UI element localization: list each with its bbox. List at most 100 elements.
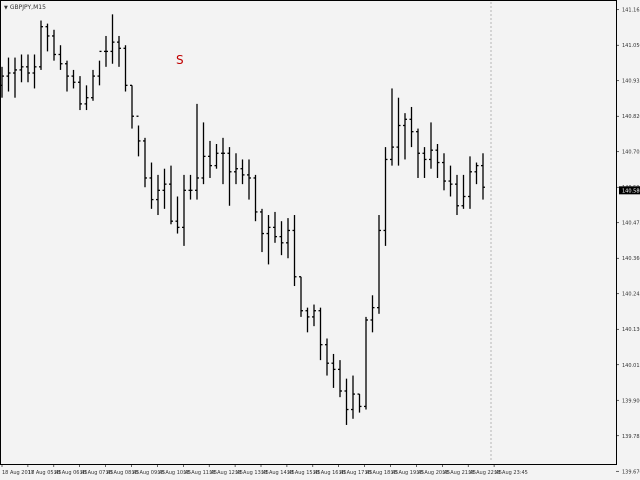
ohlc-bar (253, 174, 258, 222)
time-tick-label: 18 Aug 14:45 (261, 470, 295, 476)
price-tick-label: 140.015 (622, 363, 640, 369)
price-tick-label: 139.785 (622, 434, 640, 440)
ohlc-bar (0, 66, 4, 98)
time-tick-label: 18 Aug 08:45 (106, 470, 140, 476)
time-tick-label: 18 Aug 12:45 (209, 470, 243, 476)
ohlc-bar (377, 215, 381, 314)
ohlc-bar (32, 54, 37, 89)
time-tick-label: 18 Aug 11:45 (183, 470, 217, 476)
plot-frame (0, 0, 617, 465)
symbol-label: ▼ GBPJPY,M15 (4, 4, 46, 12)
price-tick-label: 140.130 (622, 327, 640, 333)
time-tick-label: 18 Aug 06:45 (54, 470, 88, 476)
current-price-marker: 140.580 (619, 186, 640, 195)
ohlc-bar (143, 137, 147, 188)
ohlc-bar (52, 29, 56, 61)
ohlc-bar (468, 156, 472, 209)
ohlc-bar (351, 375, 355, 419)
ohlc-bar (110, 14, 115, 64)
ohlc-bars (0, 14, 485, 425)
ohlc-bar (383, 147, 388, 246)
ohlc-bar (208, 140, 212, 178)
ohlc-bar (448, 165, 453, 197)
symbol-text: GBPJPY,M15 (9, 4, 46, 11)
ohlc-bar (175, 196, 180, 234)
price-tick-label: 140.705 (622, 150, 640, 156)
ohlc-bar (266, 215, 271, 265)
ohlc-bar (45, 23, 50, 52)
ohlc-bar (71, 69, 76, 89)
time-tick-label: 18 Aug 07:45 (80, 470, 114, 476)
ohlc-bar (357, 393, 362, 413)
time-tick-label: 18 Aug 22:45 (468, 470, 502, 476)
ohlc-bar (13, 57, 17, 98)
ohlc-bar (123, 45, 128, 92)
ohlc-bar (188, 174, 193, 200)
ohlc-bar (455, 174, 459, 216)
current-price-label: 140.580 (622, 188, 640, 194)
ohlc-bar (214, 144, 219, 169)
ohlc-bar (481, 153, 485, 200)
ohlc-bar (6, 57, 11, 92)
dropdown-triangle-icon[interactable]: ▼ (4, 5, 8, 11)
ohlc-bar (442, 153, 446, 191)
time-tick-label: 18 Aug 15:45 (287, 470, 321, 476)
time-tick-label: 18 Aug 16:45 (313, 470, 347, 476)
ohlc-bar (403, 113, 407, 160)
ohlc-bar (370, 295, 375, 333)
time-tick-label: 18 Aug 18:45 (365, 470, 399, 476)
ohlc-bar (240, 159, 245, 185)
ohlc-bar (409, 106, 414, 148)
ohlc-bar (286, 218, 290, 259)
ohlc-bar (169, 165, 173, 225)
time-tick-label: 18 Aug 2017 (2, 470, 34, 476)
ohlc-bar (182, 174, 186, 246)
ohlc-bar (416, 128, 420, 178)
ohlc-bar (130, 84, 134, 129)
price-tick-label: 140.935 (622, 79, 640, 85)
signal-label: S (176, 53, 184, 67)
ohlc-bar (260, 208, 264, 253)
ohlc-bar (273, 211, 277, 243)
price-tick-label: 139.900 (622, 398, 640, 404)
current-price-box (619, 186, 640, 195)
ohlc-bar (26, 54, 30, 83)
price-tick-label: 139.670 (622, 469, 640, 475)
ohlc-bar (461, 174, 466, 209)
ohlc-bar (65, 60, 69, 92)
time-tick-label: 18 Aug 10:45 (157, 470, 191, 476)
price-axis: 141.165 141.050 140.935 140.820 140.705 140.5… (616, 8, 640, 475)
ohlc-bar (149, 162, 154, 209)
ohlc-bar (338, 360, 342, 398)
ohlc-bar (247, 159, 251, 200)
ohlc-bar (162, 168, 167, 209)
ohlc-bar (344, 378, 349, 425)
ohlc-bar (305, 307, 310, 333)
price-tick-label: 140.245 (622, 292, 640, 298)
ohlc-bar (325, 338, 329, 376)
price-tick-label: 140.360 (622, 256, 640, 262)
price-tick-label: 140.820 (622, 114, 640, 120)
time-tick-label: 18 Aug 23:45 (494, 470, 528, 476)
ohlc-bar (331, 353, 336, 388)
ohlc-bar (396, 97, 401, 166)
time-tick-label: 18 Aug 21:45 (442, 470, 476, 476)
time-tick-label: 18 Aug 20:45 (416, 470, 450, 476)
price-tick-label: 141.165 (622, 8, 640, 14)
ohlc-bar (58, 45, 63, 70)
ohlc-bar (292, 215, 297, 287)
ohlc-bar (84, 85, 89, 111)
price-tick-label: 141.050 (622, 43, 640, 49)
ohlc-bar (227, 147, 232, 206)
ohlc-bar (156, 174, 160, 216)
ohlc-bar (136, 115, 141, 157)
ohlc-bar (279, 221, 284, 256)
ohlc-bar (435, 144, 440, 178)
ohlc-bar (312, 304, 316, 327)
ohlc-bar (221, 137, 225, 185)
ohlc-bar (390, 88, 394, 166)
time-tick-label: 18 Aug 05:45 (28, 470, 62, 476)
